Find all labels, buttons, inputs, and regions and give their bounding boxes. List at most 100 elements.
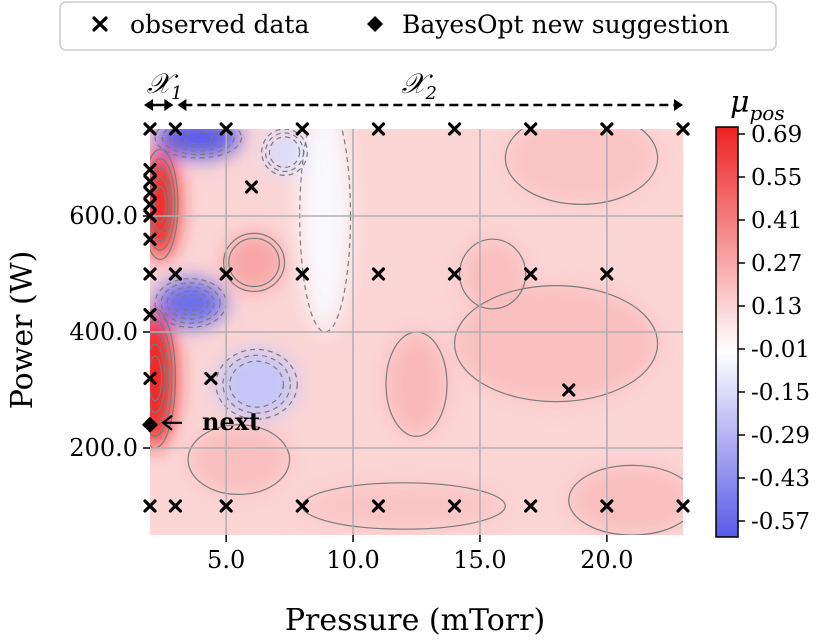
legend-suggestion-label: BayesOpt new suggestion	[402, 10, 730, 39]
field-blob	[150, 149, 178, 260]
colorbar-tick-label: -0.01	[751, 337, 810, 363]
colorbar-tick-label: 0.13	[751, 294, 802, 320]
colorbar-label: μpos	[730, 85, 785, 125]
contour-line	[150, 343, 166, 414]
observed-point	[143, 308, 157, 322]
contour-line	[153, 186, 167, 223]
contour-line	[150, 158, 176, 251]
observed-point	[143, 371, 157, 385]
observed-point	[524, 122, 538, 136]
colorbar-tick-label: 0.69	[751, 122, 802, 148]
contour-line	[222, 354, 291, 414]
region-annotations: 𝒳1 𝒳2	[144, 67, 683, 111]
legend: observed data BayesOpt new suggestion	[59, 1, 777, 51]
suggestion-marker	[142, 416, 158, 433]
contour-line	[453, 285, 659, 403]
region-x1-arrow-head-left	[144, 99, 153, 111]
observed-point	[219, 267, 233, 281]
legend-observed-label: observed data	[130, 10, 309, 39]
observed-point	[219, 122, 233, 136]
observed-point	[244, 180, 259, 194]
observed-point	[676, 122, 690, 136]
colorbar-label-symbol: μ	[730, 85, 750, 120]
observed-point	[168, 122, 182, 136]
contour-line	[176, 129, 220, 149]
region-x1-arrow-head-right	[164, 99, 174, 111]
observed-point	[143, 186, 157, 200]
observed-point	[600, 122, 614, 136]
colorbar-ticks: 0.69 0.55 0.41 0.27 0.13 -0.01 -0.15 -0.29 -0.43…	[738, 122, 810, 535]
grid-lines	[150, 129, 683, 535]
observed-point	[143, 174, 157, 188]
observed-point	[371, 499, 386, 513]
observed-point	[168, 499, 182, 513]
field-blob	[454, 285, 658, 402]
y-tick-label: 600.0	[69, 202, 138, 230]
observed-point	[143, 197, 157, 211]
colorbar-tick-label: 0.55	[751, 165, 802, 191]
colorbar-tick-label: 0.41	[751, 208, 802, 234]
y-axis-ticks: 200.0 400.0 600.0	[69, 202, 150, 462]
contour-line	[187, 424, 291, 496]
x-tick-label: 10.0	[326, 546, 379, 574]
contour-line	[160, 282, 221, 324]
y-axis-label: Power (W)	[5, 251, 40, 410]
contour-line	[228, 237, 280, 288]
field-blob	[188, 424, 290, 495]
region-x2-label: 𝒳2	[401, 67, 437, 104]
x-tick-label: 5.0	[207, 546, 245, 574]
observed-point	[562, 383, 576, 397]
observed-point	[371, 267, 386, 281]
y-tick-label: 200.0	[69, 434, 138, 462]
contour-line	[229, 360, 285, 408]
field-blob	[505, 129, 658, 205]
observed-point	[371, 122, 386, 136]
observed-point	[219, 499, 233, 513]
contour-line	[178, 294, 203, 312]
observed-point	[447, 122, 462, 136]
contour-line	[183, 130, 213, 145]
legend-frame	[59, 1, 777, 51]
observed-point	[600, 267, 614, 281]
observed-point	[204, 371, 218, 385]
observed-point	[524, 267, 538, 281]
field-blob	[223, 233, 285, 292]
colorbar-tick-label: -0.29	[751, 423, 810, 449]
suggestion-arrow-head	[161, 414, 173, 431]
observed-point	[447, 267, 462, 281]
contour-line	[268, 136, 301, 169]
observed-point	[600, 499, 614, 513]
legend-observed-marker	[92, 16, 108, 32]
observed-point	[295, 122, 309, 136]
observed-point	[143, 232, 157, 246]
contour-line	[459, 238, 527, 310]
x-axis-label: Pressure (mTorr)	[285, 603, 545, 638]
colorbar-tick-label: -0.57	[751, 509, 810, 535]
contour-line	[261, 129, 308, 176]
x-tick-label: 15.0	[453, 546, 506, 574]
field-blob	[215, 349, 298, 420]
contour-line	[150, 167, 173, 242]
legend-suggestion-marker	[367, 16, 383, 32]
contour-line	[150, 148, 179, 261]
observed-point	[143, 163, 157, 177]
colorbar-tick-label: 0.27	[751, 251, 802, 277]
suggestion-label: next	[202, 407, 260, 436]
observed-points	[143, 122, 690, 513]
region-x2-arrow-head-left	[177, 99, 187, 111]
region-x2-arrow-head-right	[674, 99, 683, 111]
contour-line	[154, 129, 242, 159]
observed-point	[143, 499, 157, 513]
contour-line	[223, 232, 286, 292]
plot-area: 5.0 10.0 15.0 20.0 200.0 400.0 600.0 next	[69, 122, 690, 574]
contour-line	[150, 355, 163, 402]
field-blob	[299, 129, 351, 332]
observed-point	[676, 499, 690, 513]
field-blob	[386, 332, 447, 437]
x-tick-label: 20.0	[580, 546, 633, 574]
colorbar-bar	[715, 126, 739, 538]
field-blob	[155, 278, 227, 328]
suggestion-point: next	[142, 407, 260, 436]
colorbar: μpos 0.69 0.55 0.41 0.27 0.13 -0.01 -0.15 -0.29…	[715, 85, 810, 538]
